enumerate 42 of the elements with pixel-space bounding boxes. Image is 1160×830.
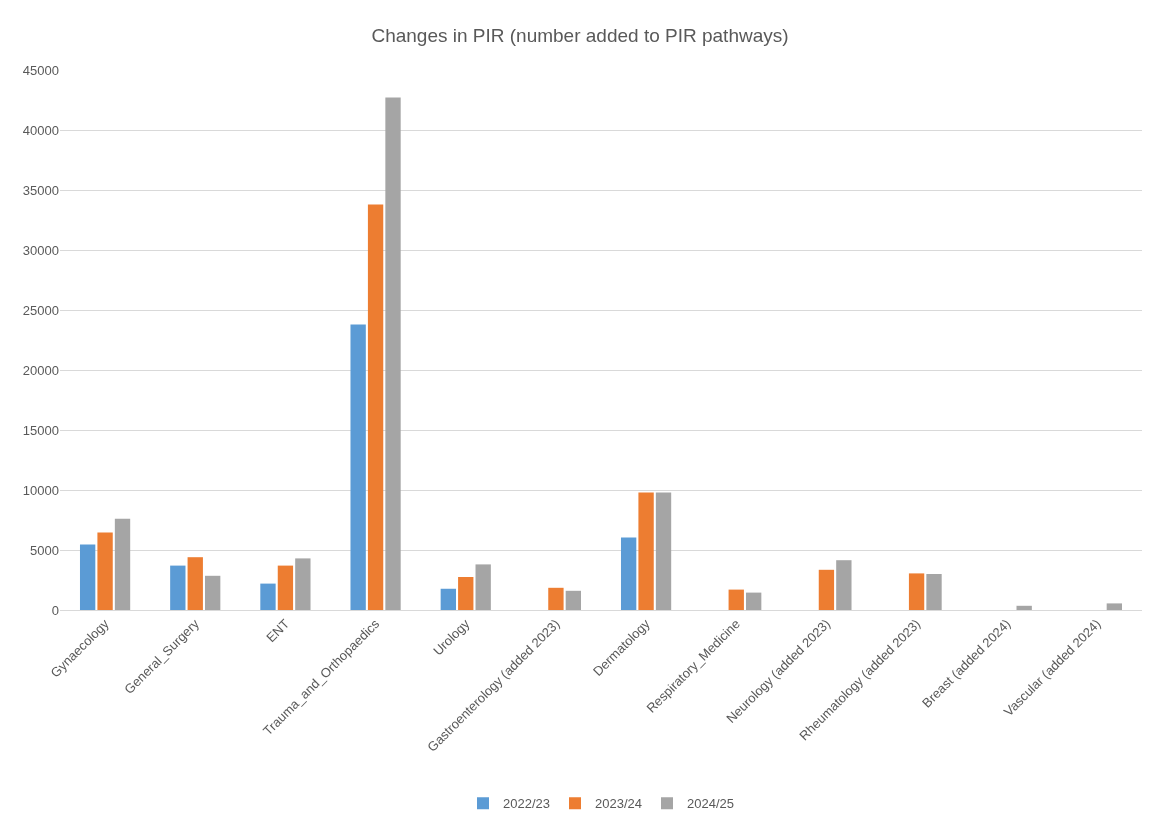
bar: [260, 583, 276, 610]
bar: [458, 577, 474, 610]
legend-label: 2024/25: [687, 796, 734, 812]
bar: [187, 557, 203, 610]
y-tick-label: 15000: [22, 422, 59, 438]
bar: [475, 564, 491, 610]
bar: [620, 537, 637, 610]
bar: [908, 573, 925, 610]
y-tick-label: 35000: [22, 182, 59, 198]
bar: [1106, 603, 1123, 610]
y-tick-label: 20000: [22, 362, 59, 378]
bar: [79, 544, 96, 610]
y-tick-label: 10000: [22, 482, 59, 498]
y-tick-label: 25000: [22, 302, 59, 318]
y-tick-label: 45000: [22, 62, 59, 78]
bar: [926, 574, 942, 610]
bar: [114, 518, 131, 610]
bar: [818, 569, 835, 610]
bar: [655, 492, 672, 610]
y-tick-label: 5000: [30, 542, 59, 558]
y-tick-label: 30000: [22, 242, 59, 258]
bar: [350, 324, 366, 610]
bar: [746, 592, 762, 610]
bar: [728, 589, 744, 610]
bar: [440, 588, 456, 610]
bar: [277, 565, 294, 610]
bar: [548, 587, 564, 610]
bar: [385, 97, 401, 610]
bar: [97, 532, 113, 610]
bar: [1016, 605, 1032, 610]
bar: [565, 590, 582, 610]
legend-label: 2023/24: [595, 796, 642, 812]
bar: [295, 558, 311, 610]
bar: [170, 565, 186, 610]
bar: [205, 575, 221, 610]
legend-label: 2022/23: [503, 796, 550, 812]
bar: [836, 560, 852, 610]
bar: [638, 492, 654, 610]
chart-title: Changes in PIR (number added to PIR pathways): [371, 25, 789, 47]
y-tick-label: 0: [51, 602, 59, 618]
bar: [367, 204, 384, 610]
y-tick-label: 40000: [22, 122, 59, 138]
